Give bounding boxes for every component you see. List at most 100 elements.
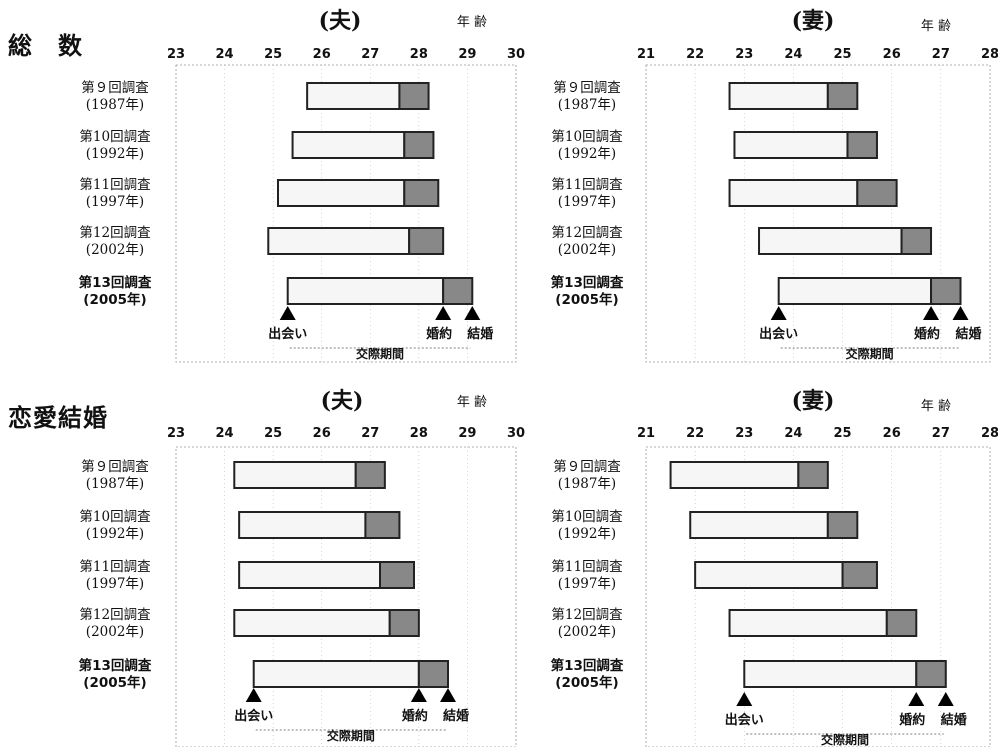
bar-engagement-total-wife-3 [900,227,933,255]
age-axis-label-total-wife: 年 齢 [921,19,951,34]
bar-engagement-love-husband-4 [417,660,450,688]
tick-label-love-wife-24: 24 [784,426,802,441]
plot-frame-total-wife [645,64,991,363]
bar-engagement-love-wife-1 [826,511,859,539]
tick-label-love-husband-30: 30 [507,426,525,441]
bar-courtship-total-wife-0 [728,82,829,110]
tick-label-total-wife-21: 21 [637,47,655,62]
marker-triangle-engage-total-husband [435,306,452,320]
marker-triangle-engage-total-wife [923,306,940,320]
tick-label-total-wife-26: 26 [883,47,901,62]
survey-label-love-wife-4: 第13回調査 [551,657,624,674]
marker-triangle-meet-total-husband [279,306,296,320]
tick-label-total-husband-23: 23 [167,47,185,62]
tick-label-total-husband-29: 29 [458,47,476,62]
survey-year-love-wife-2: (1997年) [558,576,616,592]
marker-label-marry-total-wife: 結婚 [956,326,982,342]
marker-label-engage-total-wife: 婚約 [914,326,940,342]
survey-year-love-wife-1: (1992年) [558,526,616,542]
tick-label-love-wife-21: 21 [637,426,655,441]
age-axis-label-love-wife: 年 齢 [921,399,951,414]
tick-label-total-wife-28: 28 [981,47,998,62]
tick-label-total-husband-28: 28 [410,47,428,62]
marker-label-meet-love-wife: 出会い [725,712,764,728]
bar-engagement-total-wife-4 [930,277,962,305]
bar-courtship-love-husband-1 [238,511,367,539]
survey-label-love-husband-4: 第13回調査 [79,657,152,674]
bar-engagement-love-wife-4 [915,660,947,688]
tick-label-love-wife-22: 22 [686,426,704,441]
marker-triangle-marry-total-husband [464,306,481,320]
marker-label-meet-total-wife: 出会い [759,326,798,342]
bar-engagement-love-husband-3 [388,609,420,637]
survey-year-love-husband-4: (2005年) [83,674,146,691]
tick-label-total-husband-24: 24 [216,47,234,62]
survey-label-love-husband-0: 第９回調査 [81,458,149,475]
tick-label-love-husband-28: 28 [410,426,428,441]
bar-engagement-total-wife-2 [856,179,898,207]
survey-year-total-husband-4: (2005年) [83,291,146,308]
survey-label-total-wife-3: 第12回調査 [551,224,623,241]
bar-engagement-love-wife-2 [841,561,878,589]
bar-courtship-total-husband-4 [286,277,445,305]
bar-engagement-total-husband-3 [408,227,445,255]
survey-label-love-wife-1: 第10回調査 [551,508,623,525]
bar-courtship-love-husband-2 [238,561,381,589]
bar-courtship-total-husband-0 [306,82,401,110]
tick-label-love-wife-25: 25 [834,426,852,441]
tick-label-love-husband-24: 24 [216,426,234,441]
marker-label-engage-love-husband: 婚約 [402,708,428,724]
tick-label-total-wife-22: 22 [686,47,704,62]
age-axis-label-love-husband: 年 齢 [457,395,487,410]
bar-engagement-total-wife-0 [826,82,859,110]
bar-engagement-love-wife-3 [885,609,918,637]
survey-year-total-husband-3: (2002年) [86,242,144,258]
survey-label-total-wife-1: 第10回調査 [551,128,623,145]
survey-label-total-wife-0: 第９回調査 [553,79,621,96]
survey-year-total-husband-0: (1987年) [86,97,144,113]
survey-label-love-wife-0: 第９回調査 [553,458,621,475]
bar-engagement-love-husband-2 [379,561,415,589]
bar-engagement-total-husband-4 [442,277,474,305]
tick-label-love-wife-23: 23 [735,426,753,441]
marker-triangle-meet-love-wife [736,692,753,706]
courtship-label-love-wife: 交際期間 [821,732,869,747]
bar-courtship-love-wife-3 [728,609,888,637]
survey-year-total-wife-3: (2002年) [558,242,616,258]
bar-courtship-love-wife-1 [689,511,829,539]
bar-engagement-total-husband-2 [403,179,440,207]
tick-label-love-husband-27: 27 [361,426,379,441]
marker-label-marry-love-wife: 結婚 [941,712,967,728]
tick-label-love-wife-27: 27 [932,426,950,441]
bar-courtship-love-husband-0 [233,461,357,489]
tick-label-love-husband-25: 25 [264,426,282,441]
bar-courtship-love-wife-2 [694,561,844,589]
tick-label-total-wife-23: 23 [735,47,753,62]
survey-year-love-husband-1: (1992年) [86,526,144,542]
tick-label-total-wife-24: 24 [784,47,802,62]
bar-courtship-total-wife-1 [733,131,849,159]
courtship-label-love-husband: 交際期間 [327,728,375,743]
marker-label-meet-love-husband: 出会い [234,708,273,724]
bar-courtship-total-husband-1 [291,131,406,159]
survey-year-love-husband-2: (1997年) [86,576,144,592]
courtship-label-total-wife: 交際期間 [846,346,894,361]
survey-year-love-husband-3: (2002年) [86,624,144,640]
chart-title-total-husband: (夫) [319,8,362,34]
section-title-love-marriage: 恋愛結婚 [8,403,108,432]
marker-label-marry-love-husband: 結婚 [443,708,469,724]
bar-engagement-total-husband-0 [398,82,430,110]
tick-label-total-husband-26: 26 [313,47,331,62]
tick-label-total-wife-27: 27 [932,47,950,62]
bar-courtship-love-husband-3 [233,609,391,637]
bar-courtship-love-wife-4 [743,660,918,688]
section-title-total: 総 数 [8,31,83,60]
marker-label-engage-love-wife: 婚約 [899,712,925,728]
bar-courtship-total-husband-2 [277,179,406,207]
survey-label-love-husband-2: 第11回調査 [79,558,151,575]
chart-title-total-wife: (妻) [792,8,835,34]
bar-courtship-love-wife-0 [669,461,800,489]
survey-label-love-wife-3: 第12回調査 [551,606,623,623]
tick-label-love-husband-29: 29 [458,426,476,441]
survey-year-total-husband-2: (1997年) [86,194,144,210]
